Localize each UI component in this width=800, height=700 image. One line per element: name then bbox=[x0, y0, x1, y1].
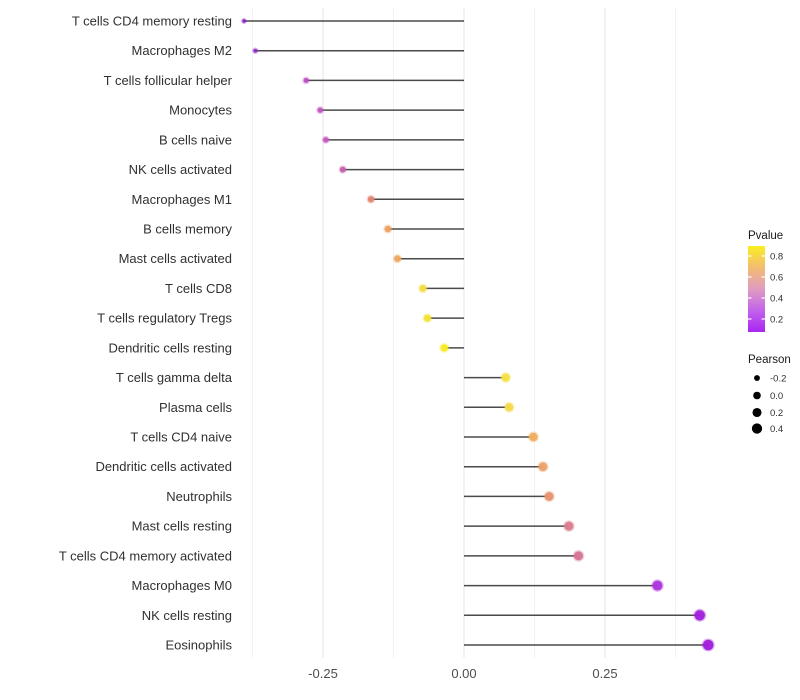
lollipop-dot bbox=[394, 255, 401, 263]
pearson-legend-label: -0.2 bbox=[770, 374, 786, 385]
lollipop-dot bbox=[529, 432, 538, 442]
y-axis-label: Macrophages M2 bbox=[132, 43, 232, 58]
lollipop-dot bbox=[419, 284, 427, 292]
lollipop-dot bbox=[702, 639, 714, 651]
pearson-legend-label: 0.2 bbox=[770, 408, 783, 419]
y-axis-label: Dendritic cells activated bbox=[95, 459, 232, 474]
y-axis-label: T cells gamma delta bbox=[116, 370, 233, 385]
y-axis-label: T cells regulatory Tregs bbox=[97, 311, 232, 326]
y-axis-label: Dendritic cells resting bbox=[108, 340, 232, 355]
lollipop-dot bbox=[303, 77, 309, 83]
y-axis-label: T cells CD4 memory activated bbox=[59, 548, 232, 563]
pearson-legend-dot bbox=[753, 391, 761, 400]
y-axis-label: T cells CD4 memory resting bbox=[72, 14, 232, 29]
lollipop-dot bbox=[440, 344, 448, 352]
lollipop-dot bbox=[652, 580, 663, 591]
pvalue-colorbar bbox=[748, 246, 765, 332]
lollipop-dot bbox=[317, 107, 323, 113]
pearson-legend-dot bbox=[754, 375, 760, 381]
y-axis-label: T cells CD8 bbox=[165, 281, 232, 296]
pearson-legend-dot bbox=[752, 407, 762, 418]
lollipop-dot bbox=[538, 462, 548, 472]
lollipop-dot bbox=[505, 403, 514, 412]
colorbar-tick-label: 0.4 bbox=[770, 294, 783, 305]
lollipop-dot bbox=[544, 492, 554, 501]
y-axis-label: Macrophages M0 bbox=[132, 578, 232, 593]
y-axis-label: Eosinophils bbox=[166, 637, 233, 652]
x-tick-label: -0.25 bbox=[308, 666, 338, 681]
y-axis-label: B cells memory bbox=[143, 221, 232, 236]
lollipop-dot bbox=[339, 166, 346, 173]
lollipop-dot bbox=[384, 225, 392, 233]
y-axis-label: Plasma cells bbox=[159, 400, 232, 415]
lollipop-dot bbox=[573, 551, 584, 561]
y-axis-label: Macrophages M1 bbox=[132, 192, 232, 207]
y-axis-label: NK cells activated bbox=[129, 162, 232, 177]
colorbar-tick-label: 0.6 bbox=[770, 273, 783, 284]
lollipop-dot bbox=[367, 196, 375, 203]
lollipop-dot bbox=[242, 19, 246, 23]
lollipop-dot bbox=[253, 48, 258, 53]
pearson-legend-label: 0.4 bbox=[770, 424, 783, 435]
colorbar-tick-label: 0.8 bbox=[770, 252, 783, 263]
y-axis-label: B cells naive bbox=[159, 132, 232, 147]
lollipop-dot bbox=[323, 137, 329, 143]
lollipop-dot bbox=[423, 314, 431, 322]
lollipop-dot bbox=[694, 610, 705, 621]
pearson-legend-label: 0.0 bbox=[770, 391, 783, 402]
pearson-legend-dot bbox=[751, 423, 763, 434]
y-axis-label: Neutrophils bbox=[166, 489, 232, 504]
y-axis-label: Mast cells resting bbox=[132, 519, 232, 534]
lollipop-dot bbox=[501, 373, 510, 382]
y-axis-label: T cells CD4 naive bbox=[130, 429, 232, 444]
y-axis-label: NK cells resting bbox=[142, 608, 232, 623]
x-tick-label: 0.25 bbox=[592, 666, 617, 681]
lollipop-dot bbox=[564, 521, 574, 531]
pvalue-legend-title: Pvalue bbox=[748, 230, 783, 242]
pearson-legend-title: Pearson bbox=[748, 354, 791, 366]
x-tick-label: 0.00 bbox=[451, 666, 476, 681]
y-axis-label: Mast cells activated bbox=[119, 251, 232, 266]
colorbar-tick-label: 0.2 bbox=[770, 315, 783, 326]
y-axis-label: T cells follicular helper bbox=[104, 73, 233, 88]
y-axis-label: Monocytes bbox=[169, 103, 232, 118]
